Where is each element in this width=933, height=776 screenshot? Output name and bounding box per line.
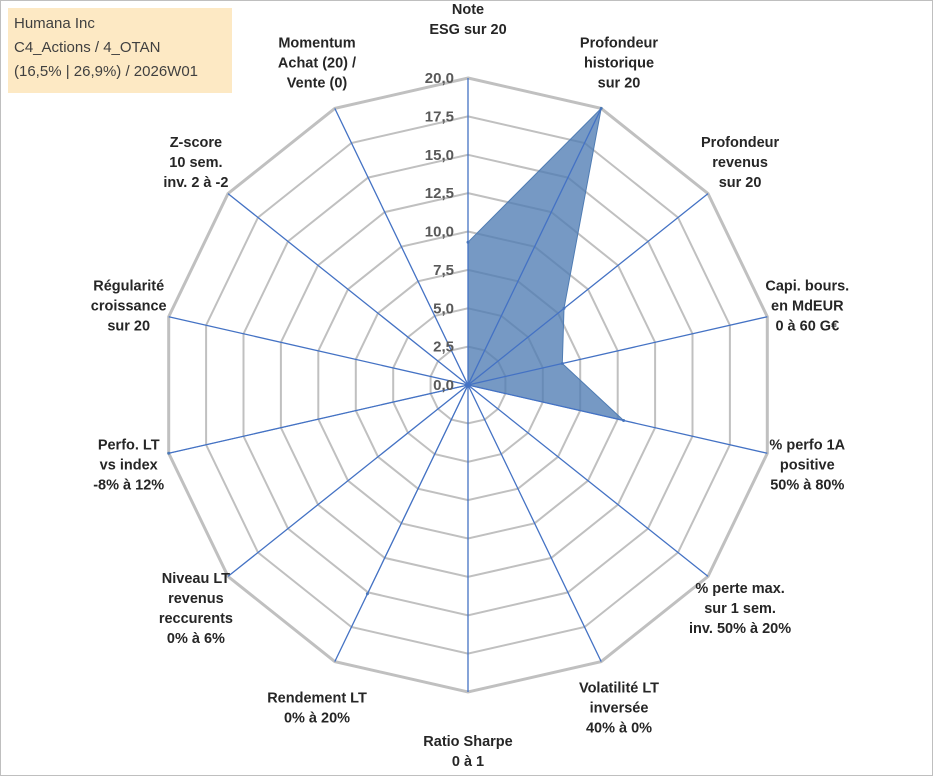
axis-label-line: sur 1 sem. (704, 601, 776, 617)
axis-label-line: Profondeur (701, 135, 779, 151)
axis-spoke (467, 384, 602, 662)
axis-label: Profondeur historique sur 20 (580, 36, 658, 92)
axis-label-line: Niveau LT (162, 571, 230, 587)
axis-label-line: Perfo. LT (98, 438, 160, 454)
axis-label-line: inv. 50% à 20% (689, 621, 791, 637)
axis-label-line: reccurents (159, 611, 233, 627)
axis-label: Momentum Achat (20) / Vente (0) (278, 36, 356, 92)
axis-label-line: 0% à 6% (167, 631, 225, 647)
axis-label-line: sur 20 (107, 318, 150, 334)
axis-label-line: sur 20 (719, 175, 762, 191)
axis-label-line: inversée (590, 701, 649, 717)
axis-label-line: sur 20 (598, 76, 641, 92)
tick-label: 7,5 (433, 262, 454, 279)
tick-label: 0,0 (433, 377, 454, 394)
axis-spoke (467, 384, 709, 577)
axis-spoke (467, 193, 709, 386)
axis-label-line: Régularité (93, 278, 164, 294)
axis-label-line: 0 à 60 G€ (775, 318, 839, 334)
axis-label: Note ESG sur 20 (429, 2, 506, 38)
axis-spoke (467, 316, 768, 386)
portfolio-category: C4_Actions / 4_OTAN (14, 39, 161, 56)
axis-label: % perte max. sur 1 sem. inv. 50% à 20% (689, 581, 791, 637)
axis-label-line: revenus (712, 155, 768, 171)
axis-label: Régularité croissance sur 20 (91, 278, 167, 334)
axis-spoke (467, 384, 768, 454)
tick-label: 20,0 (425, 70, 454, 87)
tick-label: 10,0 (425, 224, 454, 241)
axis-label-line: 50% à 80% (770, 478, 844, 494)
axis-spoke (467, 108, 602, 386)
axis-spoke (334, 108, 469, 386)
axis-label-line: Momentum (278, 36, 355, 52)
axis-label-line: historique (584, 56, 654, 72)
tick-label: 12,5 (425, 185, 454, 202)
axis-spoke (227, 193, 469, 386)
axis-label-line: positive (780, 458, 835, 474)
axis-label-line: 10 sem. (169, 155, 222, 171)
axis-label-line: Ratio Sharpe (423, 734, 512, 750)
axis-label-line: Z-score (170, 135, 222, 151)
axis-label-line: 0 à 1 (452, 754, 484, 770)
axis-label-line: en MdEUR (771, 298, 844, 314)
axis-label-line: Achat (20) / (278, 56, 356, 72)
axis-label: Profondeur revenus sur 20 (701, 135, 779, 191)
axis-label: Niveau LT revenus reccurents 0% à 6% (159, 571, 233, 647)
axis-label-line: croissance (91, 298, 167, 314)
info-box: Humana Inc C4_Actions / 4_OTAN (16,5% | … (8, 8, 232, 93)
axis-label-line: ESG sur 20 (429, 22, 506, 38)
axis-spoke (334, 384, 469, 662)
axis-label: Z-score 10 sem. inv. 2 à -2 (163, 135, 228, 191)
axis-label-line: % perfo 1A (769, 438, 845, 454)
axis-label: Rendement LT 0% à 20% (267, 691, 367, 727)
axis-label: Capi. bours. en MdEUR 0 à 60 G€ (765, 278, 849, 334)
tick-label: 2,5 (433, 339, 454, 356)
axis-label: Volatilité LT inversée 40% à 0% (579, 681, 659, 737)
tick-label: 17,5 (425, 108, 454, 125)
axis-label: Ratio Sharpe 0 à 1 (423, 734, 512, 770)
tick-label: 15,0 (425, 147, 454, 164)
tick-label: 5,0 (433, 300, 454, 317)
axis-label-line: vs index (100, 458, 158, 474)
axis-spoke (227, 384, 469, 577)
axis-label-line: Vente (0) (287, 76, 348, 92)
axis-label-line: Capi. bours. (765, 278, 849, 294)
axis-label-line: 40% à 0% (586, 721, 652, 737)
period-stats: (16,5% | 26,9%) / 2026W01 (14, 63, 198, 80)
axis-label-line: Volatilité LT (579, 681, 659, 697)
axis-label-line: 0% à 20% (284, 711, 350, 727)
axis-label-line: Rendement LT (267, 691, 367, 707)
axis-label-line: % perte max. (695, 581, 784, 597)
axis-label: Perfo. LT vs index -8% à 12% (93, 438, 164, 494)
axis-label-line: revenus (168, 591, 224, 607)
axis-spoke (168, 316, 469, 386)
axis-label-line: -8% à 12% (93, 478, 164, 494)
company-name: Humana Inc (14, 15, 95, 32)
axis-spoke (168, 384, 469, 454)
series-area (168, 106, 626, 595)
axis-label-line: Note (452, 2, 484, 18)
axis-label-line: Profondeur (580, 36, 658, 52)
axis-label-line: inv. 2 à -2 (163, 175, 228, 191)
axis-label: % perfo 1A positive 50% à 80% (769, 438, 845, 494)
